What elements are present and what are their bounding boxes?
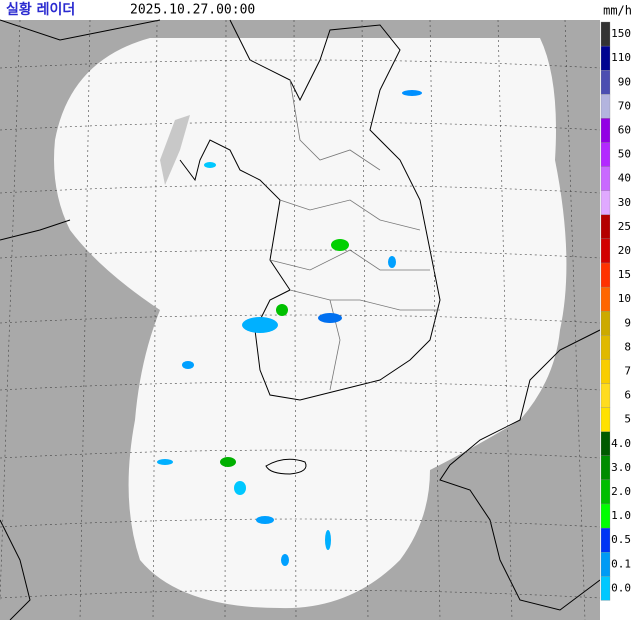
legend-label: 6 [624, 389, 631, 402]
legend-swatch [600, 479, 611, 505]
legend-swatch [600, 311, 611, 336]
legend-label: 0.1 [611, 557, 631, 570]
radar-coverage [54, 38, 567, 609]
legend-label: 8 [624, 340, 631, 353]
legend-label: 70 [618, 99, 631, 112]
legend-swatch [600, 407, 611, 432]
legend-label: 60 [618, 123, 631, 136]
legend-swatch [600, 455, 611, 481]
legend-label: 50 [618, 148, 631, 161]
legend-swatch [600, 238, 611, 264]
legend-label: 25 [618, 220, 631, 233]
legend-swatch [600, 70, 611, 95]
legend-label: 10 [618, 292, 631, 305]
legend-swatch [600, 214, 611, 240]
legend-label: 0.0 [611, 581, 631, 594]
lat-lon-grid [0, 19, 601, 621]
coastlines [0, 19, 601, 621]
legend-swatch [600, 21, 611, 47]
legend-label: 2.0 [611, 485, 631, 498]
legend-swatch [600, 431, 611, 456]
legend-label: 30 [618, 196, 631, 209]
radar-echoes [157, 90, 422, 566]
legend-label: 1.0 [611, 509, 631, 522]
title: 실황 레이더 [6, 1, 75, 18]
legend-label: 20 [618, 244, 631, 257]
legend-swatch [600, 142, 611, 167]
legend-swatch [600, 190, 611, 215]
legend-label: 5 [624, 413, 631, 426]
legend-label: 0.5 [611, 533, 631, 546]
legend-swatch [600, 166, 611, 191]
legend-swatch [600, 262, 611, 288]
legend-swatch [600, 118, 611, 143]
legend-label: 90 [618, 75, 631, 88]
legend-swatch [600, 383, 611, 408]
legend-swatch [600, 503, 611, 529]
legend-swatch [600, 359, 611, 384]
unit: mm/h [603, 4, 632, 18]
legend-label: 40 [618, 172, 631, 185]
legend: 150 110 90 70 60 50 40 30 25 20 15 10 9 8 7 6 5 4.0 3.0 2.0… [600, 20, 635, 620]
legend-swatch [600, 286, 611, 312]
legend-swatch [600, 576, 611, 601]
legend-label: 9 [624, 316, 631, 329]
legend-swatch [600, 94, 611, 119]
legend-swatch [600, 335, 611, 360]
legend-swatch [600, 527, 611, 553]
map [0, 19, 601, 621]
legend-label: 7 [624, 364, 631, 377]
legend-label: 110 [611, 51, 631, 64]
legend-label: 150 [611, 27, 631, 40]
legend-label: 4.0 [611, 437, 631, 450]
timestamp: 2025.10.27.00:00 [130, 3, 255, 18]
legend-swatch [600, 45, 611, 71]
legend-label: 15 [618, 268, 631, 281]
header-bar [0, 0, 635, 20]
legend-swatch [600, 552, 611, 577]
legend-label: 3.0 [611, 461, 631, 474]
